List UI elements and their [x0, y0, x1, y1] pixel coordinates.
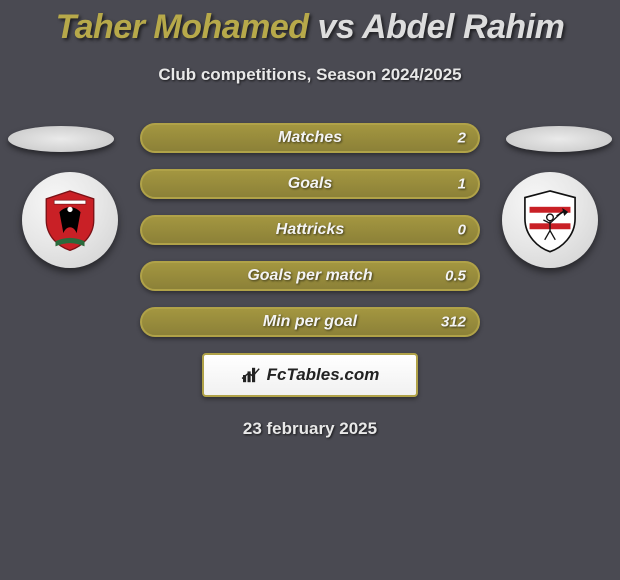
stat-label: Hattricks [276, 221, 344, 239]
player2-club-badge [502, 172, 598, 268]
stat-label: Min per goal [263, 313, 357, 331]
stat-value-right: 1 [458, 176, 466, 193]
stat-row-hattricks: Hattricks 0 [140, 215, 480, 245]
stat-label: Goals [288, 175, 332, 193]
stat-label: Matches [278, 129, 342, 147]
brand-card[interactable]: FcTables.com [202, 353, 418, 397]
stat-value-right: 0.5 [445, 268, 466, 285]
brand-text: FcTables.com [267, 365, 380, 385]
ahly-crest-icon [37, 187, 103, 253]
date-text: 23 february 2025 [0, 419, 620, 439]
bar-chart-icon [241, 366, 263, 384]
comparison-title: Taher Mohamed vs Abdel Rahim [0, 8, 620, 47]
vs-text: vs [318, 8, 355, 46]
stat-row-gpm: Goals per match 0.5 [140, 261, 480, 291]
stat-value-right: 312 [441, 314, 466, 331]
stat-value-right: 0 [458, 222, 466, 239]
stat-value-right: 2 [458, 130, 466, 147]
zamalek-crest-icon [517, 187, 583, 253]
player1-club-badge [22, 172, 118, 268]
subtitle: Club competitions, Season 2024/2025 [0, 65, 620, 85]
stat-row-mpg: Min per goal 312 [140, 307, 480, 337]
stat-row-goals: Goals 1 [140, 169, 480, 199]
stat-label: Goals per match [247, 267, 372, 285]
player1-name: Taher Mohamed [56, 8, 309, 46]
player2-name: Abdel Rahim [362, 8, 564, 46]
player1-oval [8, 126, 114, 152]
player2-oval [506, 126, 612, 152]
stat-row-matches: Matches 2 [140, 123, 480, 153]
